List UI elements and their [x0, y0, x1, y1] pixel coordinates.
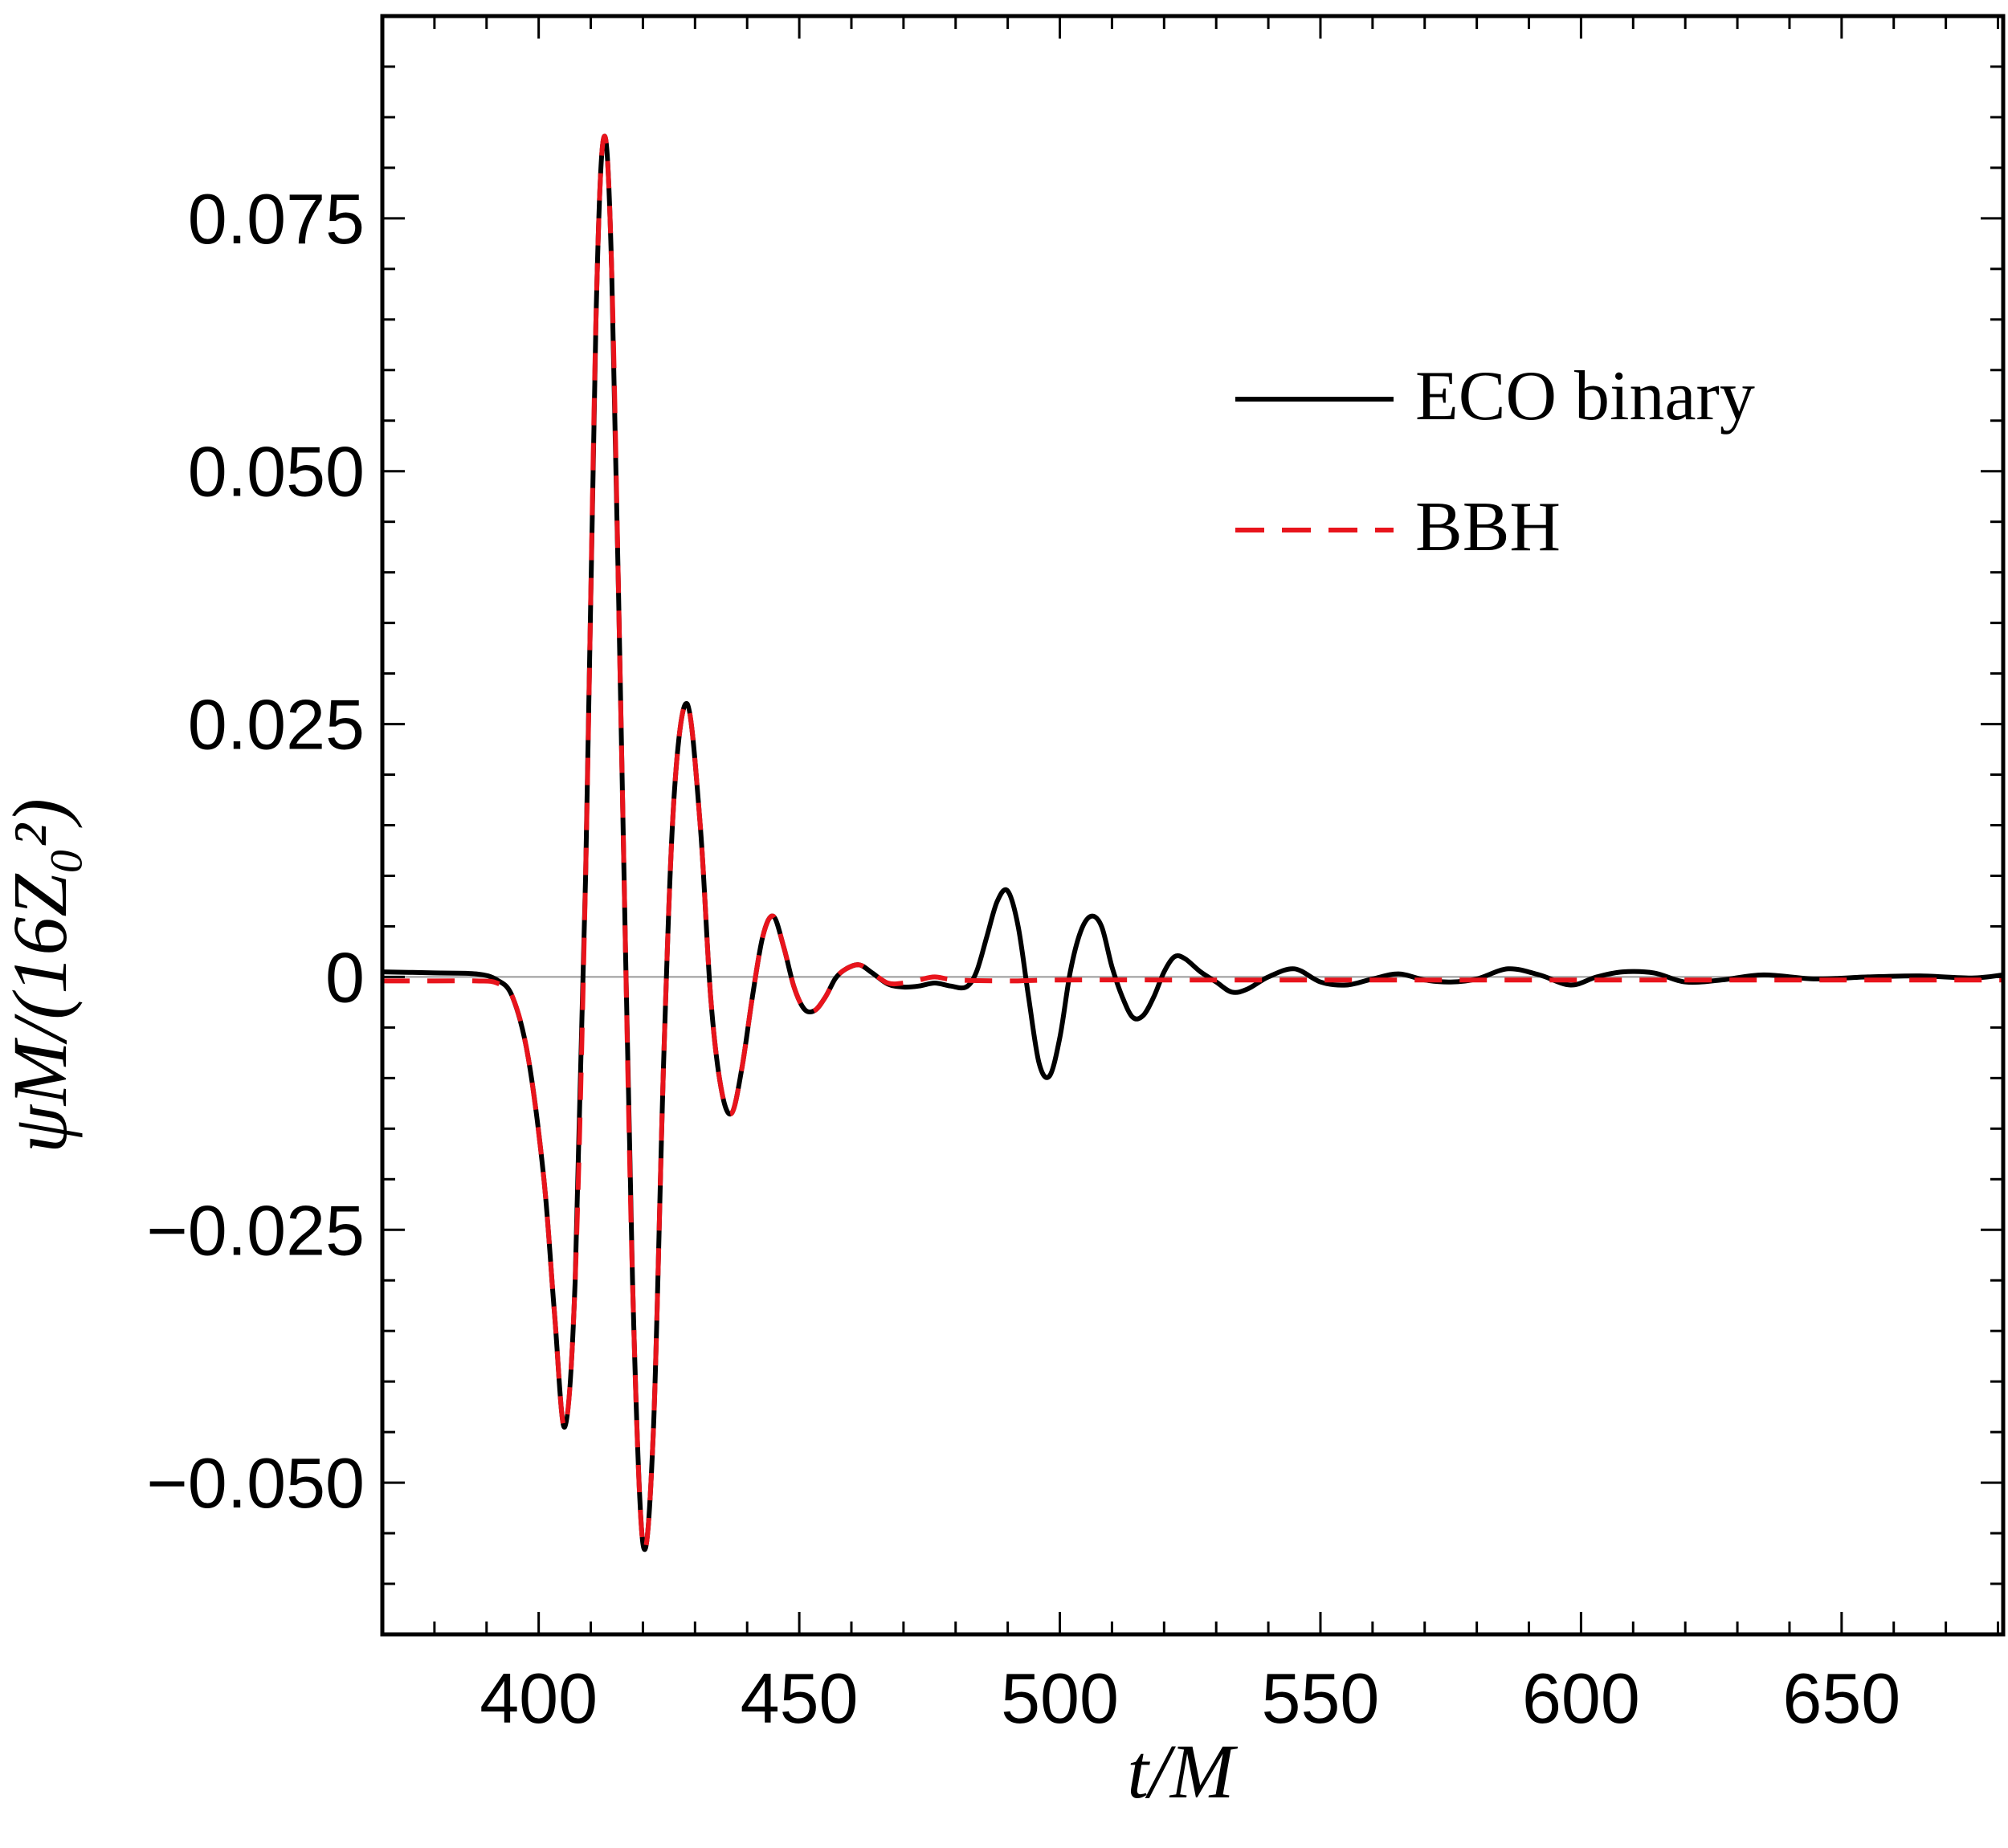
plot-area	[382, 133, 2003, 1552]
x-tick-label: 650	[1782, 1658, 1900, 1738]
legend: ECO binary BBH	[1235, 357, 1755, 566]
legend-label-eco-binary: ECO binary	[1415, 357, 1755, 435]
y-tick-label: 0.075	[188, 179, 365, 259]
axis-ticks	[382, 14, 2003, 1636]
x-tick-label: 500	[1001, 1658, 1119, 1738]
series-line-bbh	[382, 133, 2003, 1552]
tick-labels: 400 450 500 550 600 650 −0.050 −0.025 0 0.025 0.05…	[146, 179, 1900, 1738]
x-tick-label: 600	[1522, 1658, 1640, 1738]
y-tick-label: 0.050	[188, 432, 365, 512]
y-axis-title: ψM/(16Z₀²)	[0, 798, 83, 1153]
x-tick-label: 450	[741, 1658, 859, 1738]
y-tick-label: 0	[325, 937, 365, 1017]
x-tick-label: 550	[1262, 1658, 1380, 1738]
y-tick-label: −0.050	[146, 1443, 365, 1523]
x-axis-title: t/M	[1127, 1728, 1238, 1814]
y-tick-label: 0.025	[188, 685, 365, 765]
legend-label-bbh: BBH	[1415, 488, 1561, 566]
plot-frame	[380, 14, 2006, 1637]
x-tick-label: 400	[480, 1658, 598, 1738]
y-tick-label: −0.025	[146, 1190, 365, 1270]
